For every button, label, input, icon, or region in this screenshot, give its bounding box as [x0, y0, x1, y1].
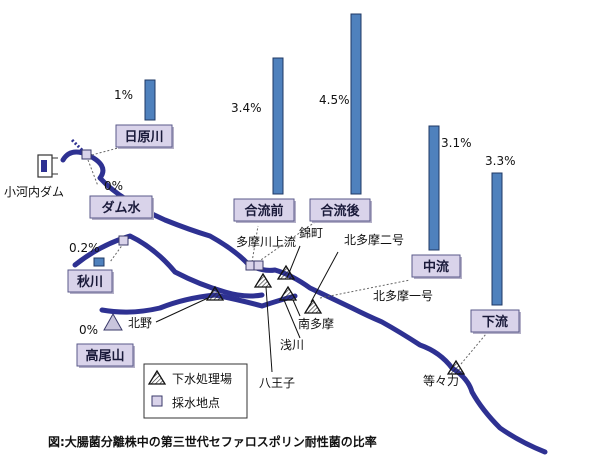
legend-sampling-label: 採水地点	[172, 396, 220, 410]
site-label-dam: ダム水	[89, 195, 154, 220]
legend: 下水処理場 採水地点	[143, 363, 248, 419]
site-name: 中流	[423, 259, 449, 275]
bar-hihara	[144, 79, 156, 121]
site-name: 高尾山	[85, 348, 124, 364]
bar-goryugo	[350, 13, 362, 195]
triangle-icon	[303, 298, 323, 314]
akigawa-river	[72, 233, 265, 299]
site-name: ダム水	[101, 200, 141, 216]
percent-label-akigawa: 0.2%	[69, 241, 100, 255]
percent-label-karyu: 3.3%	[485, 154, 516, 168]
square-icon	[118, 235, 129, 246]
bar-karyu	[491, 172, 503, 306]
place-ogouchi-dam: 小河内ダム	[4, 184, 64, 199]
site-name: 下流	[482, 314, 508, 330]
bar-churyu	[428, 125, 440, 251]
square-icon	[253, 260, 264, 271]
percent-label-takao: 0%	[79, 323, 98, 337]
percent-label-churyu: 3.1%	[441, 136, 472, 150]
place-kitatama-1: 北多摩一号	[373, 288, 433, 303]
percent-label-goryugo: 4.5%	[319, 93, 350, 107]
site-name: 合流後	[320, 203, 360, 219]
legend-sewage-label: 下水処理場	[172, 372, 232, 386]
figure-caption: 図:大腸菌分離株中の第三世代セファロスポリン耐性菌の比率	[48, 434, 377, 449]
percent-label-goryumae: 3.4%	[231, 101, 262, 115]
triangle-icon	[147, 369, 167, 385]
asakawa-river	[99, 292, 298, 315]
site-label-takao: 高尾山	[76, 343, 135, 368]
site-label-churyu: 中流	[411, 254, 462, 279]
dam-icon	[37, 154, 58, 178]
sewage-plants	[205, 264, 466, 375]
site-label-karyu: 下流	[470, 309, 521, 334]
sampling-points	[81, 149, 264, 271]
place-asakawa: 浅川	[280, 338, 304, 352]
square-icon	[151, 395, 163, 407]
triangle-icon	[446, 359, 466, 375]
bar-akigawa	[93, 257, 105, 267]
bar-group	[93, 13, 503, 306]
tama-river-main	[60, 149, 548, 455]
triangle-icon	[278, 285, 298, 301]
place-labels: 小河内ダム 多摩川上流 錦町 北多摩二号 北多摩一号 南多摩 浅川 八王子 北野…	[4, 184, 459, 390]
percent-label-hihara: 1%	[114, 88, 133, 102]
place-todoroki: 等々力	[423, 374, 459, 388]
place-tamagawa-upper: 多摩川上流	[236, 234, 296, 249]
place-minamitama: 南多摩	[298, 316, 334, 331]
hihara-tributary	[70, 138, 88, 156]
triangle-icon	[276, 264, 296, 280]
place-hachioji: 八王子	[259, 376, 295, 390]
plant-pointers	[155, 245, 339, 373]
triangle-icon	[205, 285, 225, 301]
bar-goryumae	[272, 57, 284, 195]
place-kitano: 北野	[128, 316, 152, 330]
site-label-goryumae: 合流前	[233, 198, 296, 223]
site-label-hihara: 日原川	[115, 124, 174, 149]
mountain-icon	[103, 312, 123, 331]
triangle-icon	[253, 272, 273, 288]
legend-box	[143, 363, 248, 419]
site-label-akigawa: 秋川	[67, 269, 114, 294]
site-label-goryugo: 合流後	[309, 198, 372, 223]
square-icon	[81, 149, 92, 160]
site-name: 秋川	[77, 274, 103, 290]
percent-label-dam: 0%	[104, 179, 123, 193]
percent-labels: 1% 0% 0.2% 0% 3.4% 4.5% 3.1% 3.3%	[69, 88, 516, 337]
place-kitatama-2: 北多摩二号	[344, 232, 404, 247]
place-nishikicho: 錦町	[299, 225, 323, 240]
site-name: 日原川	[124, 130, 163, 145]
leader-lines	[87, 147, 487, 365]
site-name: 合流前	[244, 203, 283, 219]
